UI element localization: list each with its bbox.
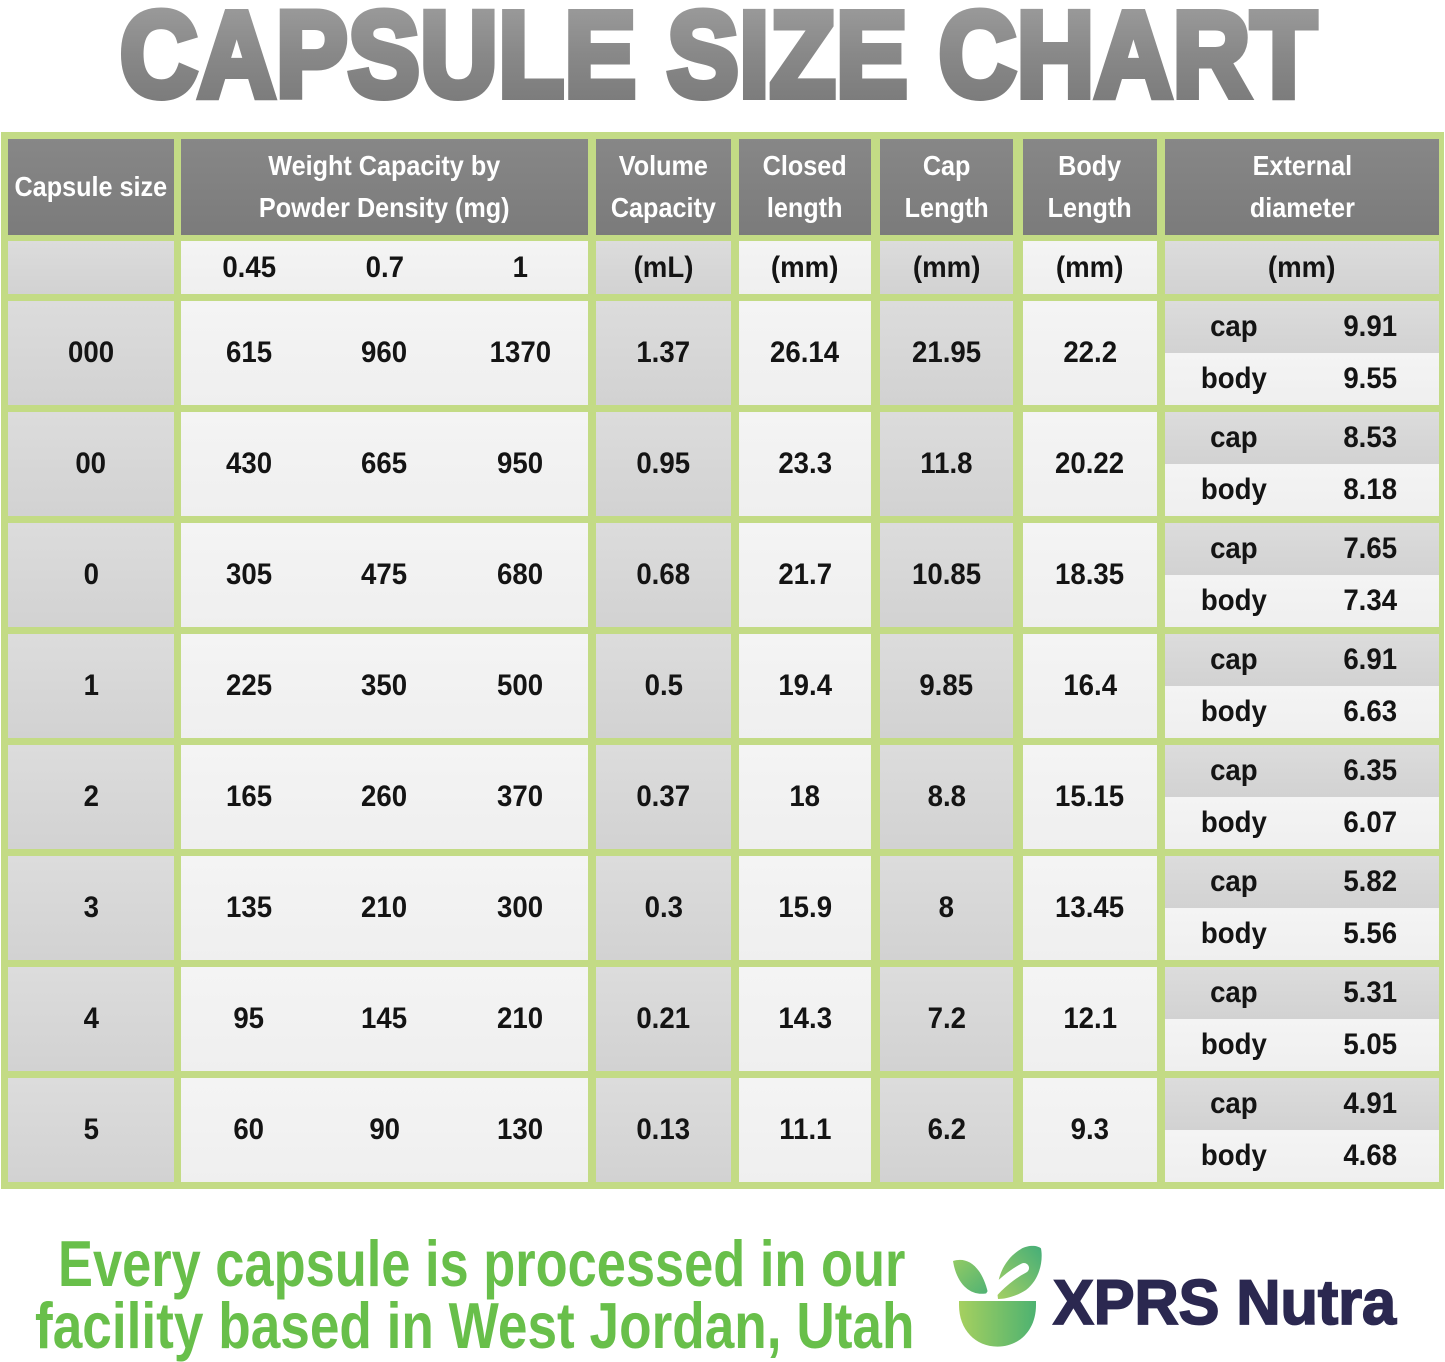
svg-text:CAPSULE SIZE CHART: CAPSULE SIZE CHART <box>120 0 1317 120</box>
